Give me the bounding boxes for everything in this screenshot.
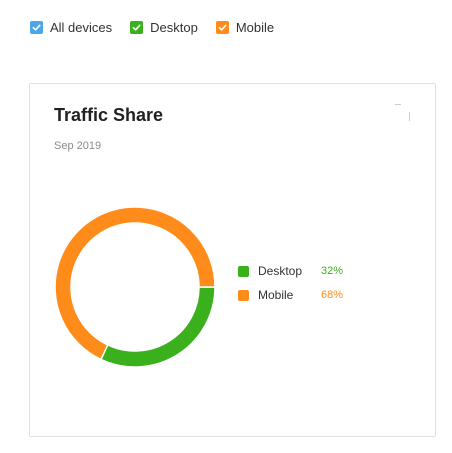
filter-mobile[interactable]: Mobile — [215, 20, 275, 35]
donut-slice-mobile[interactable] — [54, 206, 216, 361]
chart-legend: Desktop 32% Mobile 68% — [238, 264, 344, 313]
traffic-share-card: Traffic Share Sep 2019 Desktop 32% Mobil… — [29, 83, 436, 437]
card-subtitle: Sep 2019 — [54, 140, 102, 152]
checkmark-icon — [218, 24, 227, 31]
legend-item-mobile[interactable]: Mobile 68% — [238, 288, 344, 302]
legend-label-mobile: Mobile — [258, 288, 294, 302]
all-devices-checkbox[interactable] — [30, 21, 43, 34]
legend-value-mobile: 68% — [321, 289, 344, 301]
legend-label-desktop: Desktop — [258, 264, 303, 278]
donut-slice-desktop[interactable] — [99, 286, 216, 368]
filter-label-all-devices: All devices — [50, 20, 113, 35]
donut-chart — [54, 206, 216, 368]
filter-all-devices[interactable]: All devices — [30, 20, 112, 35]
checkmark-icon — [32, 24, 41, 31]
legend-item-desktop[interactable]: Desktop 32% — [238, 264, 344, 278]
legend-value-desktop: 32% — [321, 265, 344, 277]
filter-desktop[interactable]: Desktop — [130, 20, 198, 35]
mobile-checkbox[interactable] — [215, 21, 229, 34]
filter-label-desktop: Desktop — [150, 20, 198, 35]
legend-swatch-desktop — [238, 265, 249, 277]
card-title: Traffic Share — [54, 105, 164, 125]
checkmark-icon — [132, 24, 141, 31]
card-menu-icon[interactable] — [395, 102, 411, 124]
device-filter-bar: All devices Desktop Mobile — [30, 20, 274, 35]
desktop-checkbox[interactable] — [130, 21, 144, 34]
filter-label-mobile: Mobile — [235, 20, 275, 35]
legend-swatch-mobile — [238, 289, 249, 301]
